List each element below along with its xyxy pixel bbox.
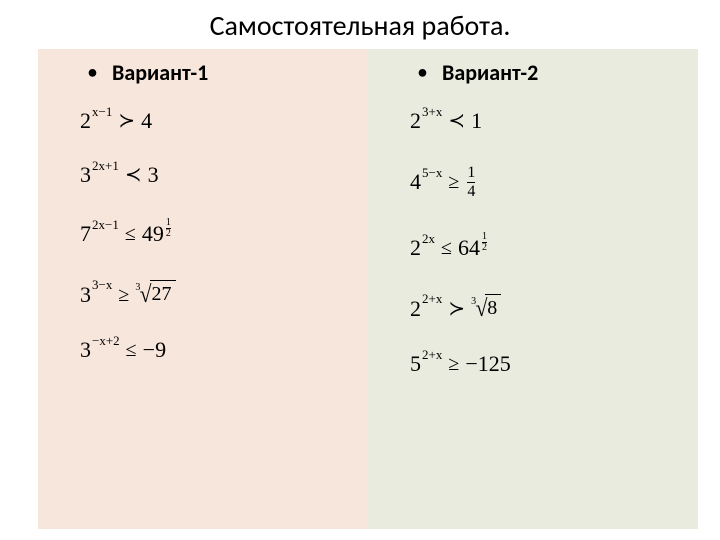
equation: 72x−1 ≤ 49 12 <box>52 218 354 250</box>
radical: 3 √ 8 <box>471 296 501 321</box>
variant-2-column: Вариант-2 23+x ≺ 1 45−x ≥ 14 22x ≤ 64 <box>368 49 698 529</box>
columns-wrap: Вариант-1 2x−1 ≻ 4 32x+1 ≺ 3 72x−1 ≤ 49 <box>38 49 698 529</box>
variant-1-equations: 2x−1 ≻ 4 32x+1 ≺ 3 72x−1 ≤ 49 12 <box>52 110 354 361</box>
radical: 3 √ 27 <box>135 282 175 307</box>
equation: 22+x ≻ 3 √ 8 <box>382 296 684 321</box>
equation: 22x ≤ 64 12 <box>382 232 684 264</box>
variant-2-heading: Вариант-2 <box>382 59 684 86</box>
equation: 2x−1 ≻ 4 <box>52 110 354 132</box>
equation: 45−x ≥ 14 <box>382 164 684 200</box>
variant-1-column: Вариант-1 2x−1 ≻ 4 32x+1 ≺ 3 72x−1 ≤ 49 <box>38 49 368 529</box>
equation: 52+x ≥ −125 <box>382 353 684 375</box>
equation: 32x+1 ≺ 3 <box>52 164 354 186</box>
equation: 23+x ≺ 1 <box>382 110 684 132</box>
equation: 3−x+2 ≤ −9 <box>52 339 354 361</box>
page-title: Самостоятельная работа. <box>0 0 720 47</box>
variant-1-heading: Вариант-1 <box>52 59 354 86</box>
worksheet-page: Самостоятельная работа. Вариант-1 2x−1 ≻… <box>0 0 720 540</box>
variant-2-equations: 23+x ≺ 1 45−x ≥ 14 22x ≤ 64 12 <box>382 110 684 375</box>
equation: 33−x ≥ 3 √ 27 <box>52 282 354 307</box>
